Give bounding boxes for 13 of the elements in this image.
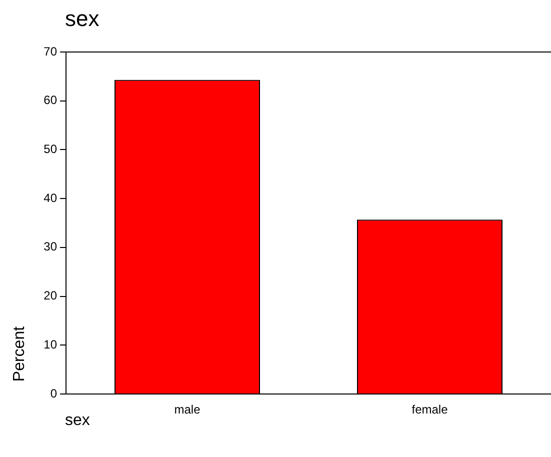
x-tick-label: female	[412, 402, 448, 417]
y-tick-label: 50	[44, 142, 58, 156]
y-axis-title: Percent	[11, 326, 29, 382]
y-tick-label: 60	[44, 93, 58, 108]
chart-title: sex	[65, 6, 100, 32]
y-tick-label: 30	[44, 240, 58, 254]
x-tick-label: male	[174, 402, 201, 417]
y-tick-label: 20	[44, 288, 58, 303]
y-tick-label: 70	[44, 44, 58, 58]
y-tick-label: 40	[44, 190, 58, 205]
x-axis-title: sex	[65, 412, 90, 430]
y-tick-label: 10	[44, 337, 58, 352]
y-tick-label: 0	[50, 386, 58, 400]
